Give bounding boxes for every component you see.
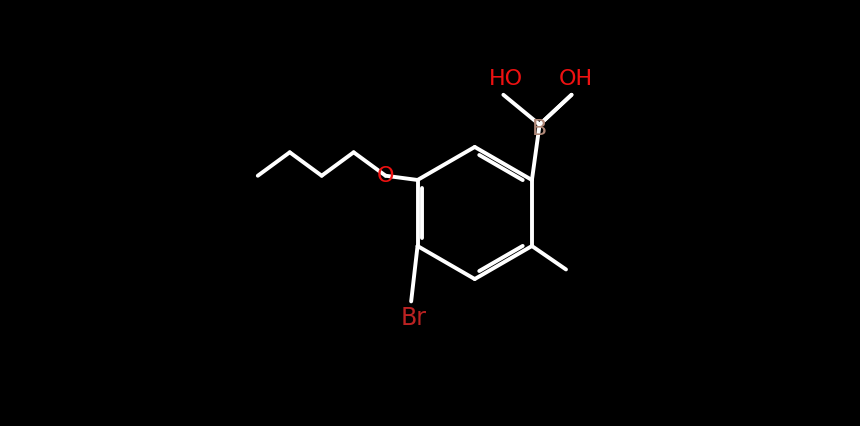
Text: HO: HO [488,69,523,89]
Text: O: O [377,166,395,186]
Text: Br: Br [400,306,427,331]
Text: B: B [532,119,547,139]
Text: OH: OH [559,69,593,89]
